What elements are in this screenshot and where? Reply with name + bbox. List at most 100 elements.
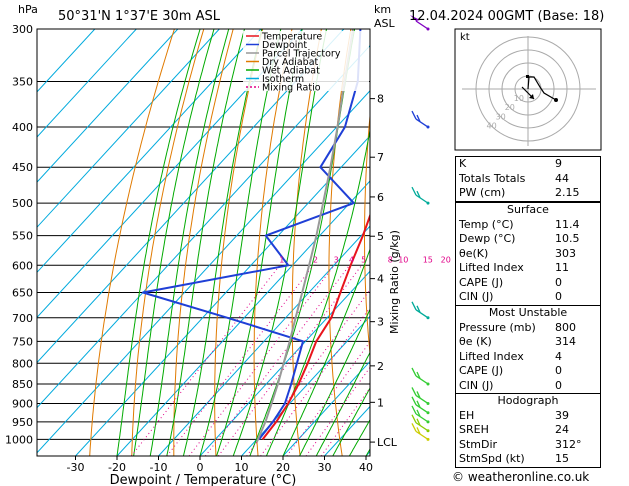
mixing-ratio-label: 8: [388, 255, 393, 264]
x-tick-label: -10: [150, 461, 168, 474]
km-tick-label: 2: [377, 360, 384, 373]
barb-staff: [415, 375, 429, 385]
barb-base: [426, 437, 430, 441]
hodograph-ring-label: 20: [505, 103, 515, 112]
surface-row: θe(K) 303: [456, 247, 600, 262]
hodograph-stats-value: 24: [555, 423, 569, 436]
wet-adiabat: [299, 308, 370, 456]
wet-adiabat: [149, 29, 230, 456]
surface-title: Surface: [507, 203, 549, 216]
wet-adiabat: [133, 29, 215, 456]
barb-base: [426, 382, 430, 386]
km-tick-label: 3: [377, 316, 384, 329]
wet-adiabat: [216, 29, 303, 456]
most-unstable-value: 800: [555, 320, 576, 334]
legend-label: Temperature: [261, 32, 322, 43]
surface-label: Temp (°C): [459, 217, 514, 231]
barb-feather: [411, 387, 417, 396]
mixing-ratio-label: 4: [349, 255, 354, 264]
most-unstable-label: CIN (J): [459, 378, 494, 392]
tt-value: 44: [555, 171, 569, 185]
dry-adiabat: [291, 29, 322, 456]
footer-credit: © weatheronline.co.uk: [452, 470, 590, 484]
hodograph-stats-value: 39: [555, 408, 569, 422]
legend-label: Dewpoint: [262, 40, 307, 51]
wet-adiabat: [199, 29, 282, 456]
surface-label: θe(K): [459, 246, 489, 260]
surface-row: CAPE (J) 0: [456, 276, 600, 291]
pressure-tick-label: 500: [12, 197, 33, 210]
most-unstable-value: 4: [555, 349, 562, 363]
k-label: K: [459, 157, 467, 170]
barb-base: [426, 201, 430, 205]
most-unstable-value: 0: [555, 364, 562, 377]
dry-adiabat: [214, 29, 264, 456]
hodograph-trace: [527, 76, 557, 101]
isotherm: [37, 90, 370, 454]
asl-label: ASL: [374, 17, 396, 30]
hodograph-stats-label: EH: [459, 408, 475, 422]
pressure-tick-label: 400: [12, 121, 33, 134]
surface-value: 11.4: [555, 217, 580, 231]
barb-staff: [415, 20, 429, 30]
wet-adiabat: [166, 29, 245, 456]
wet-adiabat: [315, 351, 370, 456]
barb-base: [426, 429, 430, 433]
legend-label: Mixing Ratio: [262, 83, 321, 94]
most-unstable-value: 314: [555, 335, 576, 348]
hpa-label: hPa: [18, 3, 38, 16]
dry-adiabat: [364, 110, 370, 360]
dry-adiabat: [89, 29, 175, 456]
legend-label: Parcel Trajectory: [262, 49, 341, 60]
dry-adiabat: [173, 29, 234, 456]
dry-adiabat: [131, 29, 205, 456]
most-unstable-row: CIN (J) 0: [456, 379, 600, 394]
barb-staff: [415, 404, 429, 414]
barb-feather: [411, 367, 417, 377]
wind-barbs: [410, 15, 430, 441]
mixing-ratio-label: 20: [441, 255, 451, 264]
indices-panel: K 9 Totals Totals 44 PW (cm) 2.15: [455, 156, 601, 202]
x-tick-label: 0: [197, 461, 204, 474]
datetime-title: 12.04.2024 00GMT (Base: 18): [409, 9, 604, 24]
x-tick-label: 20: [276, 461, 290, 474]
most-unstable-label: Lifted Index: [459, 349, 524, 363]
pw-value: 2.15: [555, 186, 580, 199]
pressure-tick-label: 600: [12, 259, 33, 272]
barb-feather: [411, 110, 417, 120]
surface-panel: Surface Temp (°C) 11.4 Dewp (°C) 10.5 θe(K) 3…: [455, 202, 601, 306]
pressure-tick-label: 550: [12, 230, 33, 243]
surface-value: 10.5: [555, 232, 580, 245]
legend-label: Dry Adiabat: [262, 57, 319, 68]
x-tick-label: 10: [235, 461, 249, 474]
plot-frame: [36, 28, 371, 457]
pressure-tick-label: 1000: [5, 433, 33, 446]
wind-barb: [411, 414, 430, 433]
barb-staff: [415, 394, 429, 404]
pw-label: PW (cm): [459, 186, 506, 199]
barb-base: [426, 27, 430, 31]
wind-barb: [411, 423, 430, 441]
barb-feather: [411, 423, 417, 432]
isotherm: [37, 29, 220, 228]
most-unstable-label: CAPE (J): [459, 364, 504, 377]
hodograph-unit: kt: [460, 32, 470, 43]
barb-feather: [416, 305, 421, 313]
hodograph-ring-label: 30: [496, 112, 506, 121]
hodograph-stats-title: Hodograph: [497, 394, 559, 407]
km-tick-label: 8: [377, 93, 384, 106]
hodograph-stats-label: SREH: [459, 423, 489, 436]
x-tick-label: -20: [108, 461, 126, 474]
legend-box: [243, 31, 369, 91]
most-unstable-row: CAPE (J) 0: [456, 364, 600, 379]
hodograph-stats-row: StmSpd (kt) 15: [456, 452, 600, 467]
wind-barb: [411, 405, 430, 424]
wind-barb: [411, 396, 430, 415]
barb-feather: [416, 391, 421, 399]
tt-label: Totals Totals: [459, 171, 526, 185]
barb-feather: [411, 396, 417, 406]
k-value: 9: [555, 157, 562, 170]
surface-value: 0: [555, 275, 562, 289]
mixing-ratio-axis-label: Mixing Ratio (g/kg): [388, 230, 401, 334]
hodograph-ring-label: 10: [514, 94, 524, 103]
